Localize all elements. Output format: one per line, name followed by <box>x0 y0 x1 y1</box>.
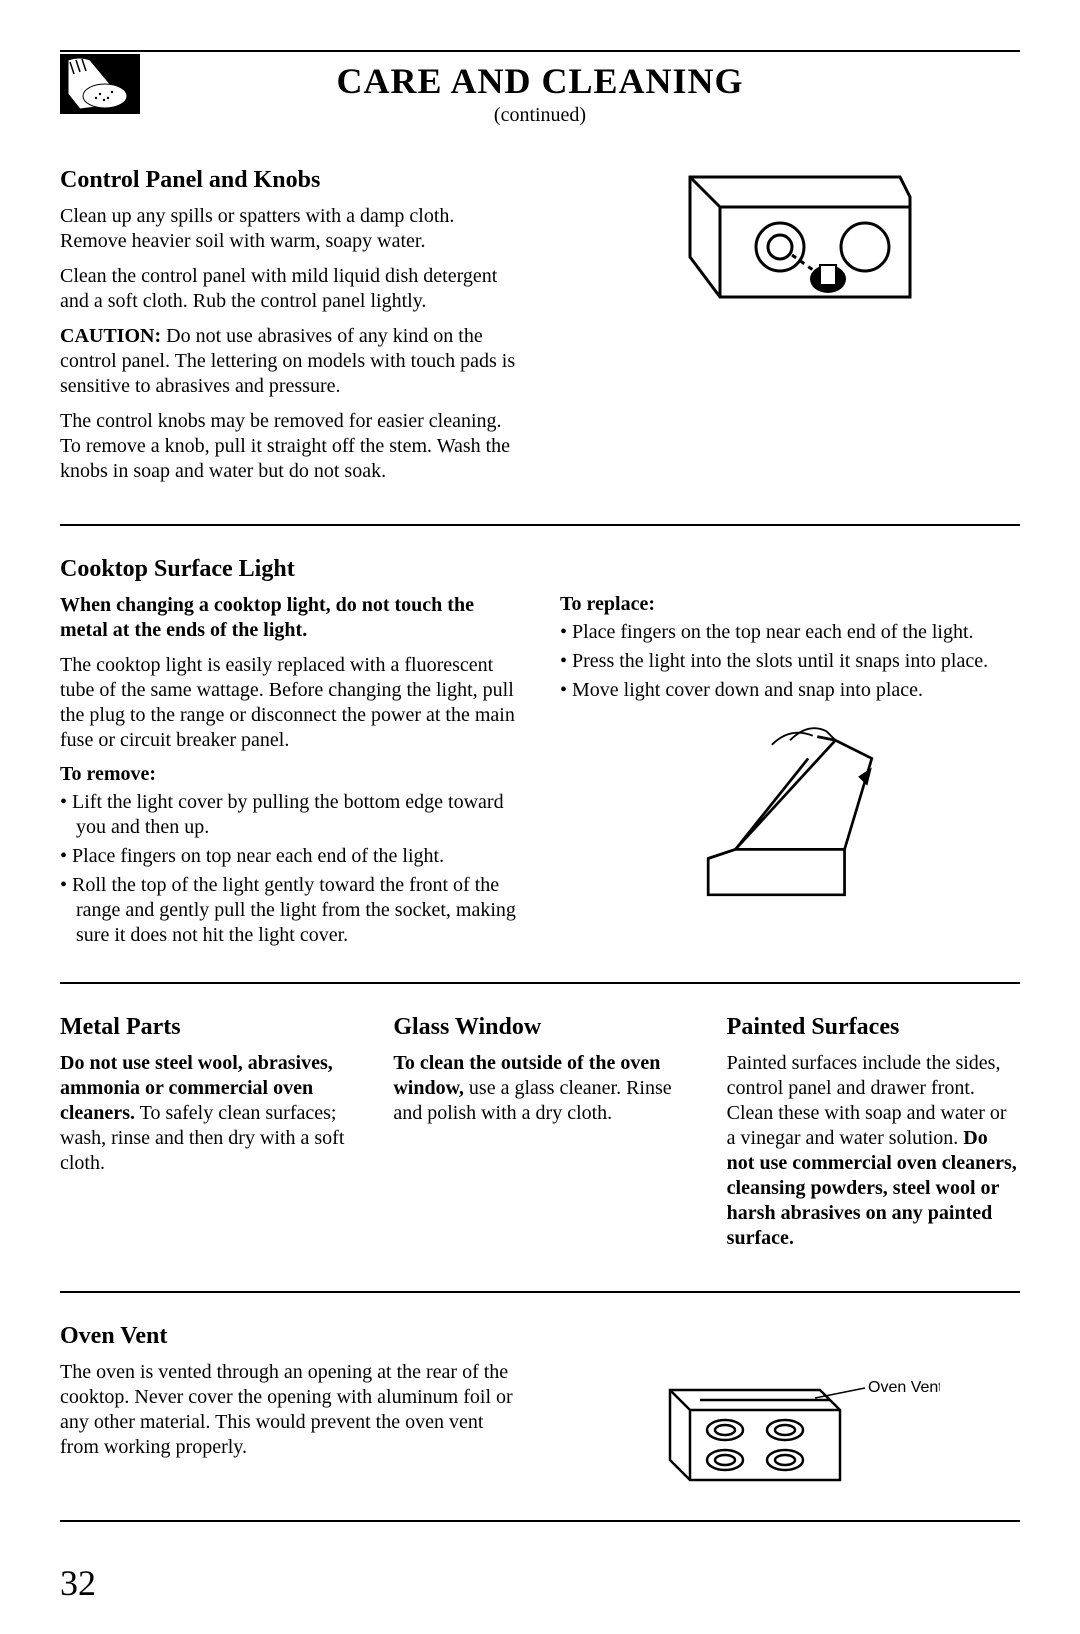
text-cp-3: CAUTION: Do not use abrasives of any kin… <box>60 324 521 399</box>
replace-b2: Press the light into the slots until it … <box>560 649 1020 674</box>
rule-2 <box>60 982 1020 984</box>
text-light-warning: When changing a cooktop light, do not to… <box>60 593 520 643</box>
text-cp-4: The control knobs may be removed for eas… <box>60 409 521 484</box>
replace-b3: Move light cover down and snap into plac… <box>560 678 1020 703</box>
section-oven-vent: Oven Vent The oven is vented through an … <box>60 1323 1020 1500</box>
text-oven-vent: The oven is vented through an opening at… <box>60 1360 521 1460</box>
page-number: 32 <box>60 1562 1020 1604</box>
text-cp-1: Clean up any spills or spatters with a d… <box>60 204 521 254</box>
section-control-panel-knobs: Control Panel and Knobs Clean up any spi… <box>60 167 1020 494</box>
heading-to-replace: To replace: <box>560 593 1020 616</box>
section-three-columns: Metal Parts Do not use steel wool, abras… <box>60 1014 1020 1261</box>
rule-3 <box>60 1291 1020 1293</box>
list-replace: Place fingers on the top near each end o… <box>560 620 1020 703</box>
heading-painted: Painted Surfaces <box>727 1014 1020 1041</box>
replace-b1: Place fingers on the top near each end o… <box>560 620 1020 645</box>
col-painted-surfaces: Painted Surfaces Painted surfaces includ… <box>727 1014 1020 1261</box>
bottom-rule <box>60 1520 1020 1522</box>
top-rule <box>60 50 1020 52</box>
illustration-light-cover <box>560 713 1020 913</box>
remove-b1: Lift the light cover by pulling the bott… <box>60 790 520 840</box>
illustration-control-panel <box>561 167 1020 494</box>
col-glass-window: Glass Window To clean the outside of the… <box>393 1014 686 1261</box>
rule-1 <box>60 524 1020 526</box>
col-metal-parts: Metal Parts Do not use steel wool, abras… <box>60 1014 353 1261</box>
page-title: CARE AND CLEANING <box>60 60 1020 102</box>
heading-cooktop-light: Cooktop Surface Light <box>60 556 1020 583</box>
section-cooktop-light: Cooktop Surface Light When changing a co… <box>60 556 1020 952</box>
heading-to-remove: To remove: <box>60 763 520 786</box>
page-subtitle: (continued) <box>60 104 1020 127</box>
text-metal: Do not use steel wool, abrasives, ammoni… <box>60 1051 353 1176</box>
heading-metal: Metal Parts <box>60 1014 353 1041</box>
text-light-desc: The cooktop light is easily replaced wit… <box>60 653 520 753</box>
remove-b3: Roll the top of the light gently toward … <box>60 873 520 948</box>
text-painted: Painted surfaces include the sides, cont… <box>727 1051 1020 1251</box>
page-header: CARE AND CLEANING (continued) <box>60 60 1020 127</box>
remove-b2: Place fingers on top near each end of th… <box>60 844 520 869</box>
heading-oven-vent: Oven Vent <box>60 1323 1020 1350</box>
caution-label: CAUTION: <box>60 325 161 347</box>
heading-glass: Glass Window <box>393 1014 686 1041</box>
list-remove: Lift the light cover by pulling the bott… <box>60 790 520 948</box>
text-cp-2: Clean the control panel with mild liquid… <box>60 264 521 314</box>
oven-vent-label: Oven Vent <box>868 1379 940 1396</box>
illustration-oven-vent: Oven Vent <box>561 1360 1020 1500</box>
sponge-hand-icon <box>60 54 140 114</box>
heading-control-panel: Control Panel and Knobs <box>60 167 521 194</box>
text-glass: To clean the outside of the oven window,… <box>393 1051 686 1126</box>
